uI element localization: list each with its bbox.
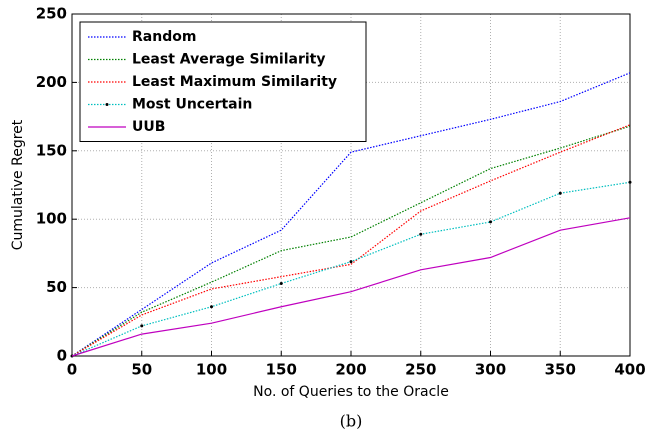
x-tick-label: 300 <box>475 361 506 379</box>
data-point <box>279 281 283 285</box>
y-tick-label: 50 <box>46 278 67 296</box>
data-point <box>140 324 144 328</box>
x-tick-label: 250 <box>405 361 436 379</box>
y-tick-label: 150 <box>36 141 67 159</box>
data-point <box>628 180 632 184</box>
data-point <box>419 232 423 236</box>
x-tick-label: 400 <box>614 361 645 379</box>
x-tick-label: 100 <box>196 361 227 379</box>
y-tick-label: 200 <box>36 73 67 91</box>
y-tick-label: 0 <box>57 347 67 365</box>
data-point <box>210 305 213 309</box>
y-axis-label: Cumulative Regret <box>10 119 26 250</box>
legend-label: Least Maximum Similarity <box>132 74 337 90</box>
legend-label: UUB <box>132 119 165 135</box>
legend-label: Most Uncertain <box>132 97 252 113</box>
data-point <box>558 191 562 195</box>
x-axis-label: No. of Queries to the Oracle <box>253 384 449 400</box>
x-tick-label: 150 <box>266 361 297 379</box>
plot-frame <box>71 13 631 357</box>
legend-marker <box>105 103 109 106</box>
data-line <box>71 72 631 357</box>
x-tick-label: 0 <box>67 361 77 379</box>
legend-box <box>79 21 367 142</box>
y-tick-label: 100 <box>36 210 67 228</box>
data-line <box>71 217 631 357</box>
legend-label: Random <box>132 29 196 45</box>
legend-label: Least Average Similarity <box>132 52 326 68</box>
caption: (b) <box>340 412 363 431</box>
data-point <box>489 220 492 224</box>
x-tick-label: 350 <box>545 361 576 379</box>
x-tick-label: 200 <box>335 361 366 379</box>
y-tick-label: 250 <box>36 5 67 23</box>
x-tick-label: 50 <box>131 361 152 379</box>
data-line <box>71 124 631 357</box>
data-point <box>349 260 353 264</box>
